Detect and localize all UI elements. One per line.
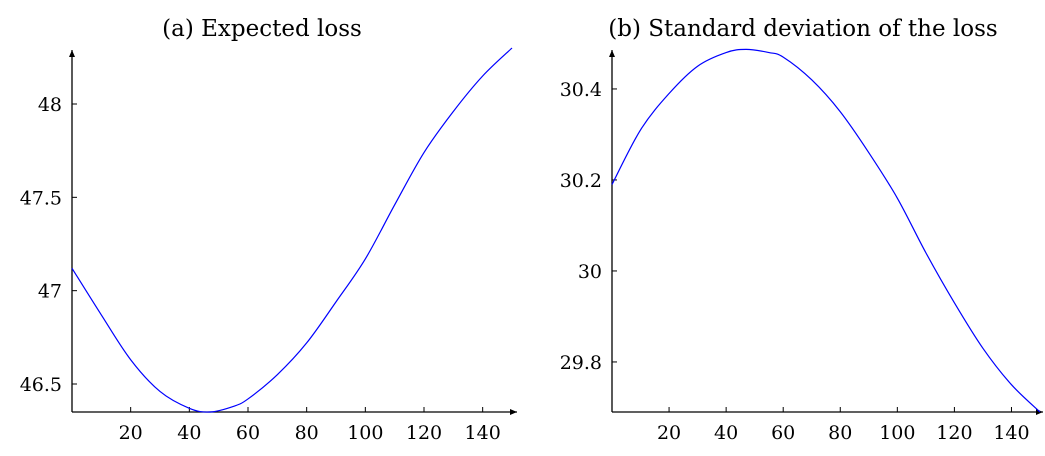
x-tick-label: 100 xyxy=(347,422,383,444)
y-tick-label: 30 xyxy=(578,261,602,283)
x-tick-label: 120 xyxy=(406,422,442,444)
y-tick-label: 30.4 xyxy=(560,79,602,101)
x-tick-label: 100 xyxy=(879,422,915,444)
x-tick-label: 40 xyxy=(714,422,738,444)
chart-expected-loss: (a) Expected loss 20 40 60 80 100 120 140 46.5 4… xyxy=(20,16,517,444)
x-tick-label: 20 xyxy=(119,422,143,444)
x-tick-label: 80 xyxy=(828,422,852,444)
x-tick-label: 20 xyxy=(657,422,681,444)
x-tick-label: 120 xyxy=(936,422,972,444)
y-tick-label: 48 xyxy=(38,94,62,116)
y-tick-label: 29.8 xyxy=(560,352,602,374)
chart-standard-deviation: (b) Standard deviation of the loss 20 40 6… xyxy=(560,16,1043,444)
series-line-expected-loss xyxy=(71,47,513,413)
tick-group: 20 40 60 80 100 120 140 46.5 47 47.5 48 xyxy=(20,94,501,444)
y-tick-label: 46.5 xyxy=(20,374,62,396)
x-tick-label: 80 xyxy=(295,422,319,444)
tick-group: 20 40 60 80 100 120 140 29.8 30 30.2 30.4 xyxy=(560,79,1030,444)
y-tick-label: 47 xyxy=(38,281,62,303)
x-tick-label: 60 xyxy=(771,422,795,444)
series-line-standard-deviation xyxy=(611,48,1041,413)
y-tick-label: 30.2 xyxy=(560,170,602,192)
x-tick-label: 140 xyxy=(993,422,1029,444)
x-tick-label: 140 xyxy=(465,422,501,444)
x-tick-label: 60 xyxy=(236,422,260,444)
y-tick-label: 47.5 xyxy=(20,187,62,209)
chart-title: (b) Standard deviation of the loss xyxy=(608,16,997,42)
chart-title: (a) Expected loss xyxy=(162,16,362,42)
x-tick-label: 40 xyxy=(177,422,201,444)
